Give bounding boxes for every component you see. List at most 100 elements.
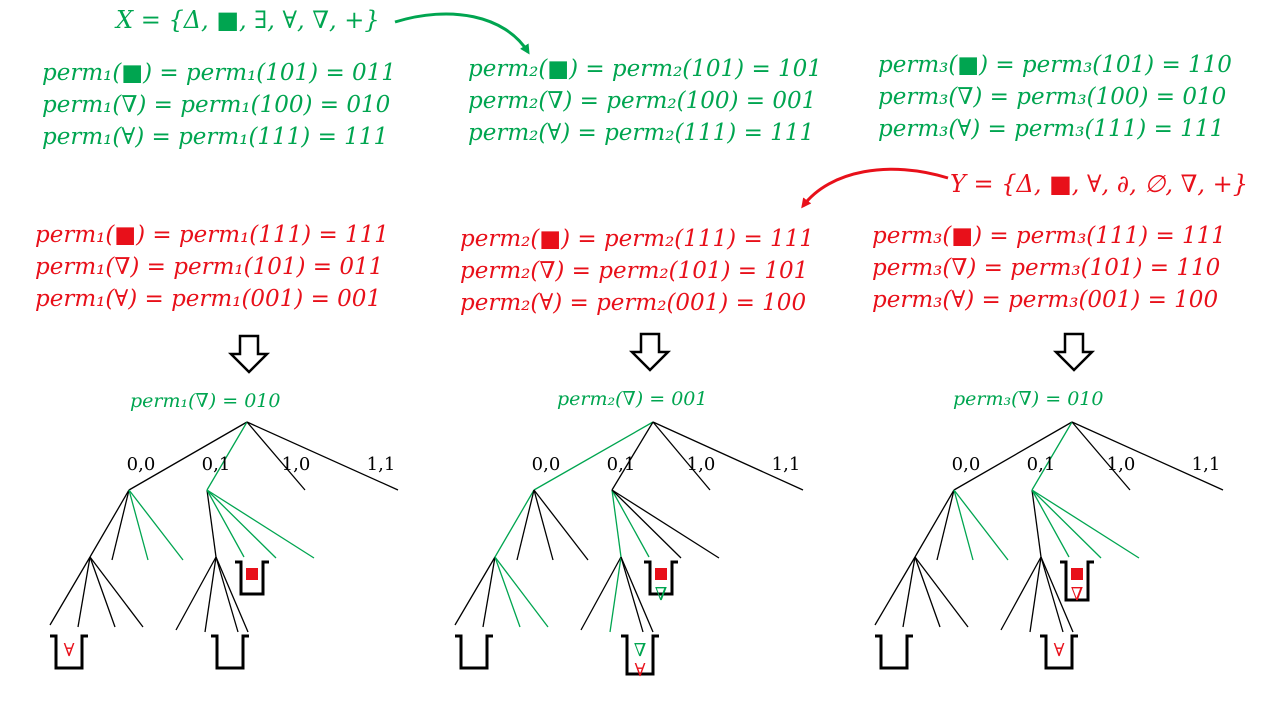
tree-2-bucket-2a xyxy=(455,634,493,670)
tree-2-edge-000-1 xyxy=(482,556,496,628)
tree-2-root-label: perm₂(∇) = 001 xyxy=(557,388,708,410)
tree-3-edge-01-2 xyxy=(1031,489,1102,559)
tree-2-edge-01-0 xyxy=(611,489,622,558)
y-perm-2-square: perm₂(■) = perm₂(111) = 111 xyxy=(460,226,814,252)
tree-3-edge-l1-0 xyxy=(953,421,1073,491)
tree-3-edge-00-3 xyxy=(953,489,1009,561)
x-perm-3-forall: perm₃(∀) = perm₃(111) = 111 xyxy=(878,116,1225,142)
x-perm-block-2: perm₂(■) = perm₂(101) = 101 perm₂(∇) = p… xyxy=(468,53,822,149)
tree-1-edge-010-3 xyxy=(215,556,249,633)
tree-1-edge-01-1 xyxy=(206,489,245,558)
set-y-definition: Y = {Δ, ■, ∀, ∂, ∅, ∇, +} xyxy=(950,170,1248,198)
y-perm-3-forall: perm₃(∀) = perm₃(001) = 100 xyxy=(872,287,1219,313)
tree-2-bucket-2c-symbol-1: ∇ xyxy=(655,584,668,605)
tree-3-edge-000-3 xyxy=(914,556,969,628)
tree-3-edge-010-2 xyxy=(1040,556,1064,633)
tree-2-edge-010-1 xyxy=(609,556,622,633)
tree-2-branch-label-2: 1,0 xyxy=(687,454,716,475)
tree-3-branch-label-2: 1,0 xyxy=(1107,454,1136,475)
y-perm-1-forall: perm₁(∀) = perm₁(001) = 001 xyxy=(35,286,382,312)
tree-2-edge-l1-2 xyxy=(652,421,711,491)
tree-3-edge-00-1 xyxy=(936,489,955,561)
y-perm-block-2: perm₂(■) = perm₂(111) = 111 perm₂(∇) = p… xyxy=(460,223,814,319)
tree-1-edge-00-0 xyxy=(89,489,130,558)
tree-3-bucket-3a xyxy=(875,634,913,670)
tree-1-branch-label-1: 0,1 xyxy=(202,454,231,475)
tree-3-edge-000-2 xyxy=(914,556,941,628)
tree-3-branch-label-3: 1,1 xyxy=(1192,454,1221,475)
set-x-definition: X = {Δ, ■, ∃, ∀, ∇, +} xyxy=(116,6,380,34)
tree-2-edge-l1-3 xyxy=(652,421,804,491)
tree-1-edge-010-2 xyxy=(215,556,239,633)
tree-3-edge-00-0 xyxy=(914,489,955,558)
tree-1-edge-000-2 xyxy=(89,556,116,628)
tree-2-edge-000-2 xyxy=(494,556,521,628)
y-perm-2-nabla: perm₂(∇) = perm₂(101) = 101 xyxy=(460,258,809,284)
down-arrow-3-icon xyxy=(1052,332,1096,372)
tree-1-edge-l1-2 xyxy=(246,421,306,491)
tree-3-edge-l1-3 xyxy=(1071,421,1224,491)
tree-3-bucket-3b-symbol-0: ∀ xyxy=(1054,640,1065,661)
tree-3-bucket-3c xyxy=(1060,560,1094,602)
tree-3-bucket-3c-symbol-1: ∇ xyxy=(1071,584,1084,605)
tree-1-edge-00-1 xyxy=(111,489,130,561)
y-perm-block-1: perm₁(■) = perm₁(111) = 111 perm₁(∇) = p… xyxy=(35,219,389,315)
tree-1-bucket-1a xyxy=(50,634,88,670)
tree-3-branch-label-1: 0,1 xyxy=(1027,454,1056,475)
tree-2-edge-010-3 xyxy=(620,556,654,633)
tree-1-edge-l1-1 xyxy=(206,421,248,491)
tree-1-edge-01-0 xyxy=(206,489,217,558)
x-curved-arrow xyxy=(394,12,530,55)
tree-1-edge-00-3 xyxy=(128,489,184,561)
y-perm-1-nabla: perm₁(∇) = perm₁(101) = 011 xyxy=(35,254,384,280)
trees-layer: 0,0 0,1 1,0 1,1∀0,0 0,1 1,0 1,1∇∀∇0,0 0,1 1,0 1,1… xyxy=(49,421,1224,681)
tree-1-bucket-1c-square-icon xyxy=(246,568,258,580)
tree-2-edge-01-3 xyxy=(611,489,720,559)
x-perm-1-square: perm₁(■) = perm₁(101) = 011 xyxy=(42,60,396,86)
tree-1-branch-label-0: 0,0 xyxy=(127,454,156,475)
tree-2-edge-000-3 xyxy=(494,556,549,628)
tree-3-edge-01-1 xyxy=(1031,489,1070,558)
y-perm-3-square: perm₃(■) = perm₃(111) = 111 xyxy=(872,223,1226,249)
tree-2-edge-01-2 xyxy=(611,489,682,559)
y-perm-3-nabla: perm₃(∇) = perm₃(101) = 110 xyxy=(872,255,1221,281)
down-arrow-1-icon xyxy=(227,334,271,374)
x-perm-2-forall: perm₂(∀) = perm₂(111) = 111 xyxy=(468,120,815,146)
tree-3-bucket-3c-square-icon xyxy=(1071,568,1083,580)
tree-1-bucket-1c xyxy=(235,560,269,596)
tree-2-bucket-2b xyxy=(621,634,659,676)
tree-2-bucket-2c-square-icon xyxy=(655,568,667,580)
tree-3-edge-000-0 xyxy=(874,556,916,626)
tree-3-branch-label-0: 0,0 xyxy=(952,454,981,475)
tree-1-edge-010-0 xyxy=(175,556,217,631)
x-perm-3-nabla: perm₃(∇) = perm₃(100) = 010 xyxy=(878,84,1227,110)
tree-1-bucket-1b xyxy=(211,634,249,670)
tree-3-bucket-3b xyxy=(1040,634,1078,670)
tree-1-edge-010-1 xyxy=(204,556,217,633)
tree-3-edge-000-1 xyxy=(902,556,916,628)
down-arrow-2-icon xyxy=(628,332,672,372)
tree-1-root-label: perm₁(∇) = 010 xyxy=(130,390,281,412)
tree-1-edge-000-3 xyxy=(89,556,144,628)
x-perm-block-1: perm₁(■) = perm₁(101) = 011 perm₁(∇) = p… xyxy=(42,57,396,153)
tree-2-bucket-2b-symbol-1: ∀ xyxy=(635,660,646,681)
x-perm-1-forall: perm₁(∀) = perm₁(111) = 111 xyxy=(42,124,389,150)
tree-3-edge-l1-2 xyxy=(1071,421,1131,491)
tree-3-edge-010-3 xyxy=(1040,556,1074,633)
tree-3-edge-010-0 xyxy=(1000,556,1042,631)
tree-2-edge-00-3 xyxy=(533,489,589,561)
x-perm-3-square: perm₃(■) = perm₃(101) = 110 xyxy=(878,52,1232,78)
tree-3-edge-l1-1 xyxy=(1031,421,1073,491)
tree-2-edge-010-2 xyxy=(620,556,644,633)
tree-1-branch-label-3: 1,1 xyxy=(367,454,396,475)
y-perm-2-forall: perm₂(∀) = perm₂(001) = 100 xyxy=(460,290,807,316)
tree-1-edge-l1-3 xyxy=(246,421,399,491)
tree-2-edge-l1-1 xyxy=(611,421,654,491)
tree-2-edge-00-0 xyxy=(494,489,535,558)
tree-2-branch-label-0: 0,0 xyxy=(532,454,561,475)
tree-1-branch-label-2: 1,0 xyxy=(282,454,311,475)
tree-2-edge-l1-0 xyxy=(533,421,654,491)
tree-3-edge-010-1 xyxy=(1029,556,1042,633)
tree-2-bucket-2b-symbol-0: ∇ xyxy=(634,640,647,661)
tree-1-edge-l1-0 xyxy=(128,421,248,491)
